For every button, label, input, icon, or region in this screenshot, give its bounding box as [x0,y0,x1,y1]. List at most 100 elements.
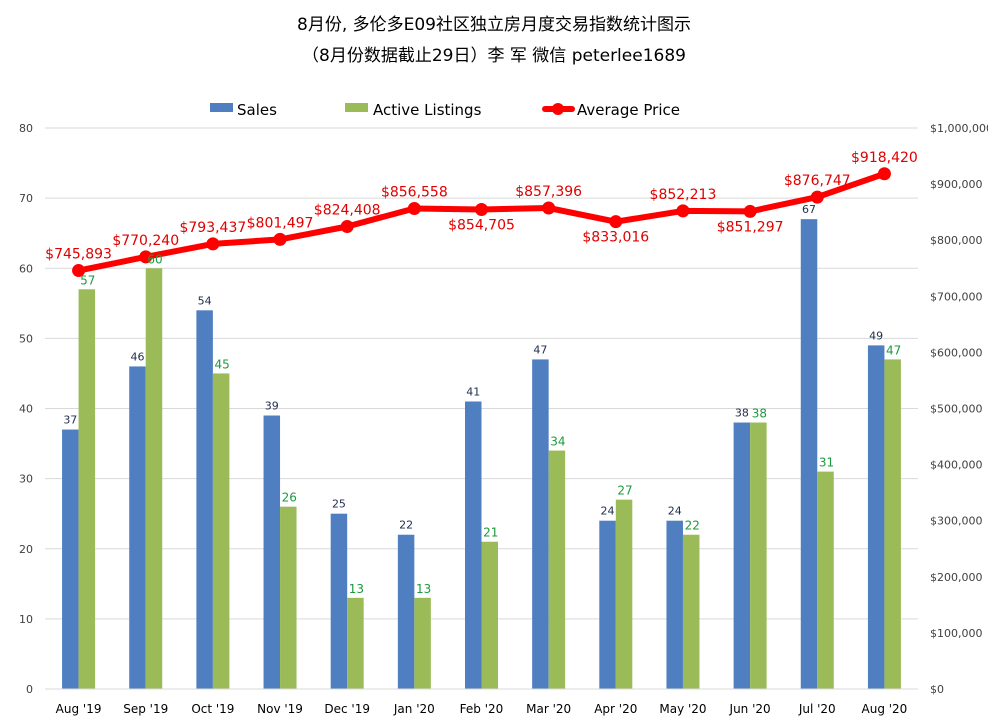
data-label-sales: 41 [466,385,480,398]
data-labels: 37 57 $745,893 46 60 $770,240 54 45 $793,437 39 26… [45,150,918,596]
chart-subtitle: （8月份数据截止29日）李 军 微信 peterlee1689 [302,46,686,66]
y-right-tick-label: $500,000 [930,403,983,416]
data-label-average-price: $854,705 [448,218,515,234]
data-label-active-listings: 13 [416,582,431,596]
price-point [877,167,891,181]
data-label-active-listings: 34 [550,435,565,449]
price-point [340,220,354,234]
legend-label-active-listings: Active Listings [373,101,482,119]
y-right-tick-label: $600,000 [930,346,983,359]
y-right-tick-label: $700,000 [930,290,983,303]
y-right-tick-label: $400,000 [930,459,983,472]
data-label-average-price: $833,016 [582,230,649,246]
y-left-tick-label: 50 [19,332,33,345]
legend-label-sales: Sales [237,101,277,119]
data-label-average-price: $745,893 [45,247,112,263]
y-left-tick-label: 0 [26,683,33,696]
price-point [206,237,220,251]
y-axis-left: 0 10 20 30 40 50 60 70 80 [19,122,33,696]
data-label-active-listings: 60 [147,252,162,266]
chart-title: 8月份, 多伦多E09社区独立房月度交易指数统计图示 [297,15,691,35]
bar-active-listings [884,359,901,689]
y-right-tick-label: $0 [930,683,944,696]
x-tick-label: May '20 [659,702,706,716]
price-point [407,201,421,215]
y-right-tick-label: $200,000 [930,571,983,584]
data-label-sales: 49 [869,329,883,342]
data-label-sales: 46 [130,350,144,363]
data-label-active-listings: 31 [819,456,834,470]
price-point [542,201,556,215]
x-axis: Aug '19 Sep '19 Oct '19 Nov '19 Dec '19 Jan '… [45,688,918,716]
data-label-active-listings: 13 [349,582,364,596]
y-right-tick-label: $900,000 [930,178,983,191]
bar-active-listings [78,289,96,689]
price-point [139,250,153,264]
data-label-sales: 54 [198,294,212,307]
bar-active-listings [615,499,633,689]
y-left-tick-label: 80 [19,122,33,135]
price-point [676,204,690,218]
x-tick-label: Apr '20 [594,702,637,716]
y-left-tick-label: 30 [19,473,33,486]
data-label-active-listings: 57 [80,273,95,287]
bar-active-listings [750,422,767,689]
data-label-sales: 39 [265,400,279,413]
y-left-tick-label: 20 [19,543,33,556]
data-label-active-listings: 21 [483,526,498,540]
y-left-tick-label: 40 [19,403,33,416]
data-label-sales: 24 [668,505,682,518]
price-point [810,190,824,204]
x-tick-label: Jun '20 [729,702,771,716]
data-label-active-listings: 22 [685,519,700,533]
data-label-sales: 22 [399,519,413,532]
data-label-average-price: $876,747 [784,173,851,189]
data-label-average-price: $852,213 [650,187,717,203]
price-point [475,203,488,217]
bar-sales [196,310,213,689]
bar-sales [599,520,616,689]
data-label-average-price: $851,297 [717,219,784,235]
x-tick-label: Sep '19 [123,702,168,716]
bar-active-listings [145,268,163,689]
bar-sales [867,345,885,689]
price-line [72,167,891,278]
data-label-sales: 37 [63,414,77,427]
y-right-tick-label: $800,000 [930,234,983,247]
legend-marker-average-price [552,103,564,115]
price-point [609,215,623,229]
bar-sales [800,219,818,689]
data-label-sales: 25 [332,498,346,511]
y-right-tick-label: $1,000,000 [930,122,988,135]
bar-sales [263,415,281,689]
data-label-active-listings: 47 [886,343,901,357]
price-point [72,264,86,278]
bar-sales [465,401,482,689]
data-label-sales: 47 [533,343,547,356]
bar-active-listings [212,373,230,689]
bar-sales [666,520,683,689]
price-point [273,232,287,246]
x-tick-label: Aug '19 [56,702,102,716]
bar-active-listings [817,471,834,689]
data-label-average-price: $770,240 [112,233,179,249]
data-label-average-price: $857,396 [515,184,582,200]
bar-sales [62,429,79,689]
x-tick-label: Jul '20 [798,702,836,716]
y-left-tick-label: 10 [19,613,33,626]
data-label-average-price: $801,497 [247,215,314,231]
bar-sales [733,422,751,689]
data-label-active-listings: 45 [214,357,229,371]
x-tick-label: Feb '20 [460,702,504,716]
data-label-sales: 67 [802,203,816,216]
price-point [743,204,757,218]
x-tick-label: Aug '20 [862,702,908,716]
data-label-average-price: $918,420 [851,150,918,166]
data-label-active-listings: 26 [282,491,297,505]
y-right-tick-label: $300,000 [930,515,983,528]
data-label-average-price: $856,558 [381,184,448,200]
bar-sales [532,359,549,689]
x-tick-label: Dec '19 [324,702,370,716]
x-tick-label: Nov '19 [257,702,303,716]
legend-swatch-sales [210,103,233,112]
